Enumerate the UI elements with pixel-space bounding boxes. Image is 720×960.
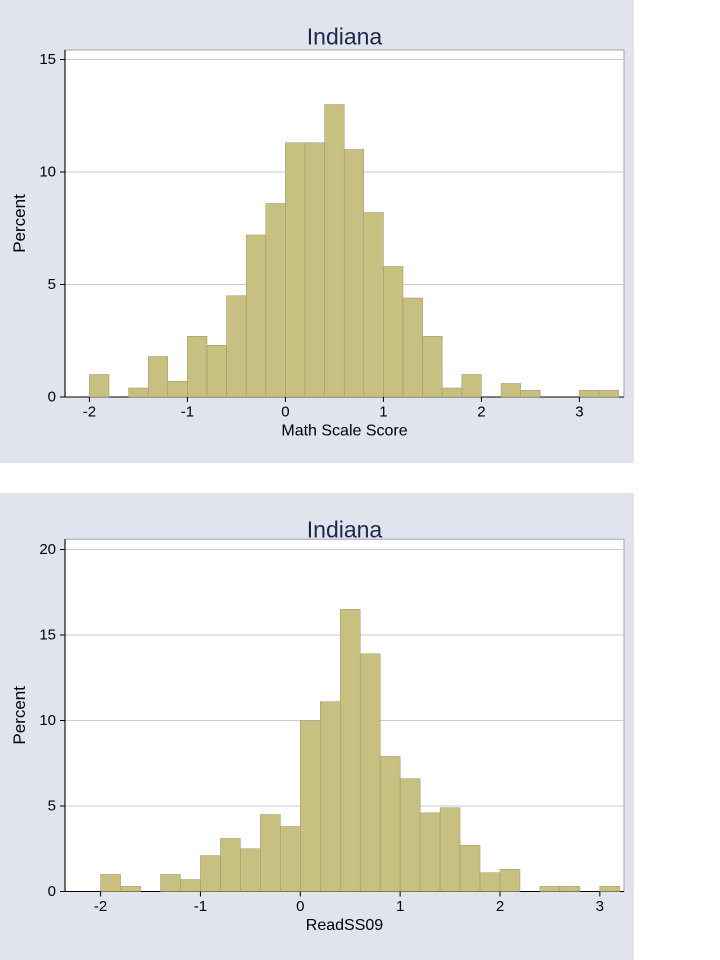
svg-text:3: 3 [596,898,604,915]
svg-text:Percent: Percent [10,194,29,253]
svg-text:5: 5 [48,276,56,293]
svg-text:Indiana: Indiana [307,24,383,50]
svg-text:15: 15 [39,627,56,644]
svg-text:0: 0 [296,898,304,915]
svg-text:0: 0 [281,404,289,421]
svg-text:10: 10 [39,164,56,181]
svg-text:2: 2 [477,404,485,421]
svg-text:ReadSS09: ReadSS09 [306,917,383,934]
svg-text:15: 15 [39,51,56,68]
svg-text:0: 0 [48,883,56,900]
svg-text:1: 1 [396,898,404,915]
svg-text:1: 1 [379,404,387,421]
svg-text:5: 5 [48,798,56,815]
svg-text:3: 3 [575,404,583,421]
svg-text:2: 2 [496,898,504,915]
svg-text:Math Scale Score: Math Scale Score [281,423,407,440]
svg-text:-2: -2 [83,404,96,421]
svg-text:20: 20 [39,541,56,558]
svg-text:Indiana: Indiana [307,517,383,543]
svg-text:Percent: Percent [10,686,29,745]
svg-text:0: 0 [48,389,56,406]
svg-text:-1: -1 [194,898,207,915]
svg-text:-2: -2 [94,898,107,915]
svg-text:-1: -1 [181,404,194,421]
svg-text:10: 10 [39,712,56,729]
